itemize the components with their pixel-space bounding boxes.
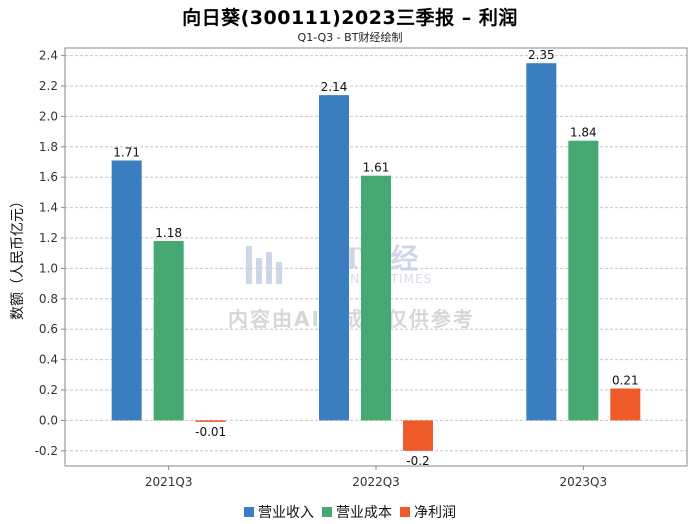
x-tick-label: 2021Q3: [145, 475, 193, 489]
legend-label: 净利润: [414, 505, 456, 521]
data-labels: 1.71 1.18 -0.01 2.14 1.61 -0.2 2.35 1.84 0.21: [113, 48, 638, 468]
x-tick-label: 2022Q3: [352, 475, 400, 489]
y-tick-label: 1.2: [39, 231, 58, 245]
data-label: 1.18: [155, 226, 182, 240]
y-tick-label: 0.6: [39, 322, 58, 336]
x-axis-ticks: 2021Q3 2022Q3 2023Q3: [145, 466, 607, 489]
bars: [111, 63, 641, 451]
bar-2021Q3-0: [111, 160, 142, 421]
y-tick-label: 1.0: [39, 261, 58, 275]
y-tick-label: 2.0: [39, 109, 58, 123]
bar-2023Q3-1: [568, 140, 599, 421]
legend-item[interactable]: 净利润: [400, 502, 456, 522]
data-label: 2.35: [528, 48, 555, 62]
bar-2022Q3-2: [403, 420, 433, 451]
y-tick-label: 1.8: [39, 140, 58, 154]
chart-subtitle: Q1-Q3 - BT财经绘制: [297, 31, 403, 44]
y-tick-label: 2.2: [39, 79, 58, 93]
legend-label: 营业成本: [336, 505, 392, 521]
y-tick-label: 0.8: [39, 292, 58, 306]
data-label: 1.61: [363, 161, 390, 175]
legend-label: 营业收入: [258, 505, 314, 521]
x-tick-label: 2023Q3: [560, 475, 608, 489]
legend-swatch: [322, 507, 332, 517]
plot-frame: [64, 47, 688, 467]
chart-title: 向日葵(300111)2023三季报 – 利润: [182, 7, 518, 29]
data-label: 0.21: [612, 373, 639, 387]
y-tick-label: 1.6: [39, 170, 58, 184]
y-tick-label: 1.4: [39, 201, 58, 215]
y-tick-label: 0.0: [39, 413, 58, 427]
y-tick-label: 0.4: [39, 353, 58, 367]
bar-2021Q3-1: [153, 241, 184, 421]
data-label: 1.71: [113, 145, 140, 159]
y-axis-label: 数额（人民币亿元）: [10, 194, 26, 320]
y-tick-label: -0.2: [35, 444, 58, 458]
bt-logo-icon: [246, 246, 282, 284]
y-tick-label: 0.2: [39, 383, 58, 397]
data-label: -0.01: [195, 425, 226, 439]
y-axis-ticks: -0.2 0.0 0.2 0.4 0.6 0.8 1.0 1.2 1.4 1.6 1.8 2.0 2.2…: [35, 49, 65, 458]
y-tick-label: 2.4: [39, 49, 58, 63]
data-label: -0.2: [406, 454, 429, 468]
legend: 营业收入 营业成本 净利润: [0, 502, 700, 522]
bar-2021Q3-2: [195, 420, 226, 422]
bar-2022Q3-0: [319, 95, 349, 421]
bar-2023Q3-2: [610, 388, 641, 421]
legend-item[interactable]: 营业成本: [322, 502, 392, 522]
data-label: 1.84: [570, 126, 597, 140]
bar-2022Q3-1: [361, 175, 391, 421]
legend-swatch: [400, 507, 410, 517]
bar-2023Q3-0: [526, 63, 557, 421]
watermark-notice: 内容由AI生成，仅供参考: [228, 307, 475, 331]
legend-swatch: [244, 507, 254, 517]
data-label: 2.14: [321, 80, 348, 94]
legend-item[interactable]: 营业收入: [244, 502, 314, 522]
watermark: BT财经 BUSINESS TIMES 内容由AI生成，仅供参考: [228, 242, 475, 331]
